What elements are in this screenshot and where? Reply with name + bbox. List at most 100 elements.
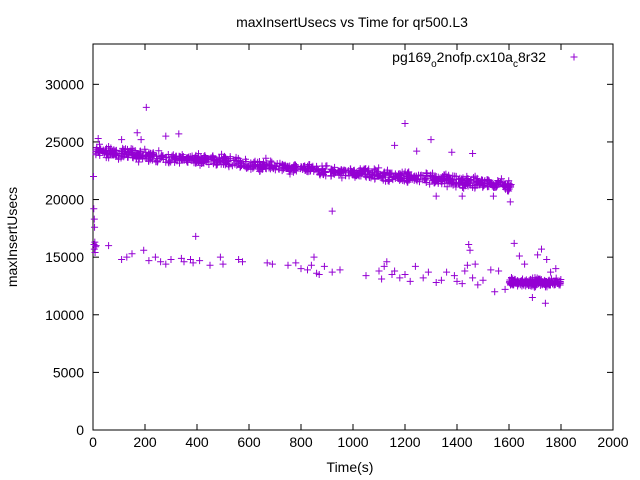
data-point: [131, 148, 139, 156]
data-point: [92, 242, 100, 250]
data-point: [362, 272, 370, 280]
data-point: [448, 148, 456, 156]
data-point: [427, 136, 435, 144]
data-point: [521, 260, 529, 268]
data-point: [189, 259, 197, 267]
data-point: [315, 270, 323, 278]
data-point: [419, 176, 427, 184]
data-point: [151, 253, 159, 261]
data-point: [306, 167, 314, 175]
data-point: [469, 149, 477, 157]
data-point: [328, 268, 336, 276]
data-point: [267, 157, 275, 165]
data-point: [492, 183, 500, 191]
data-point: [327, 172, 335, 180]
y-tick-label: 15000: [45, 249, 84, 265]
data-point: [477, 179, 485, 187]
data-point: [157, 153, 165, 161]
x-tick-labels: 0 200 400 600 800 1000 1200 1400 1600 1800 2000: [89, 434, 629, 450]
data-point: [479, 276, 487, 284]
data-point: [391, 174, 399, 182]
data-point: [216, 253, 224, 261]
plot-frame: [92, 43, 614, 431]
data-point: [474, 281, 482, 289]
data-point: [506, 198, 514, 206]
data-point: [375, 164, 383, 172]
data-point: [469, 274, 477, 282]
data-point: [528, 293, 536, 301]
data-point: [424, 268, 432, 276]
data-point: [538, 245, 545, 253]
data-point: [365, 173, 373, 181]
data-point: [396, 170, 404, 178]
data-point: [543, 255, 551, 263]
data-point: [350, 170, 358, 178]
data-point: [507, 274, 515, 282]
data-point: [453, 277, 461, 285]
data-point: [164, 158, 172, 166]
data-point: [123, 253, 131, 261]
data-point: [262, 154, 270, 162]
data-point: [165, 157, 173, 165]
data-point: [317, 169, 325, 177]
data-point: [336, 266, 344, 274]
data-point: [175, 152, 183, 160]
data-point: [450, 272, 458, 280]
data-point: [523, 280, 531, 288]
data-point: [459, 174, 467, 182]
data-point: [465, 240, 473, 248]
data-point: [284, 261, 292, 269]
data-point: [501, 285, 509, 293]
data-point: [155, 147, 163, 155]
data-point: [500, 183, 508, 191]
data-point: [505, 177, 513, 185]
data-point: [235, 255, 243, 263]
data-point: [244, 162, 252, 170]
legend-label-sub2: c: [513, 59, 518, 70]
data-point: [133, 129, 141, 137]
data-point: [304, 266, 311, 274]
legend-label-part1: pg169: [392, 49, 431, 65]
data-point: [461, 267, 469, 275]
data-point: [272, 162, 280, 170]
data-point: [231, 160, 239, 168]
data-point: [426, 180, 434, 188]
data-point: [90, 205, 98, 213]
legend-label-part2: 2nofp.cx10a: [437, 49, 513, 65]
y-tick-label: 10000: [45, 307, 84, 323]
data-point: [202, 156, 210, 164]
data-point: [162, 132, 170, 140]
data-point: [162, 153, 170, 161]
data-point: [92, 151, 100, 159]
data-point: [471, 182, 479, 190]
data-point: [371, 175, 379, 183]
y-tick-label: 20000: [45, 192, 84, 208]
x-tick-label: 1200: [389, 434, 420, 450]
data-point: [226, 153, 234, 161]
data-point: [515, 252, 523, 260]
data-point: [338, 174, 346, 182]
data-point: [292, 259, 300, 267]
data-point: [501, 182, 509, 190]
data-point: [90, 215, 98, 223]
data-point: [406, 277, 414, 285]
data-point: [284, 162, 292, 170]
data-point: [224, 158, 232, 166]
data-point: [515, 278, 523, 286]
data-point: [183, 158, 191, 166]
data-point: [495, 267, 503, 275]
data-point: [470, 178, 478, 186]
data-point: [422, 169, 430, 177]
data-point: [162, 260, 170, 268]
data-point: [491, 288, 499, 296]
data-point: [547, 268, 555, 276]
data-point: [236, 163, 244, 171]
data-point: [449, 176, 457, 184]
data-point: [383, 166, 391, 174]
data-point: [485, 183, 493, 191]
data-point: [263, 259, 271, 267]
data-point: [380, 262, 388, 270]
data-point: [271, 166, 279, 174]
x-tick-label: 800: [289, 434, 313, 450]
